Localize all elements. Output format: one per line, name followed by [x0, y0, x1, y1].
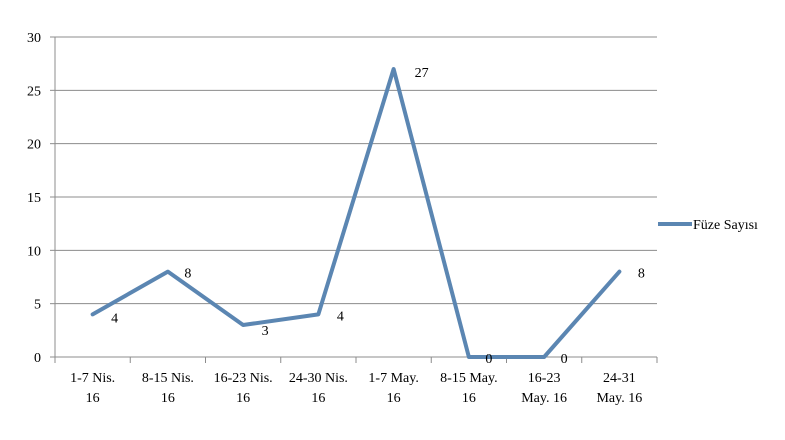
x-tick-label: 16: [236, 391, 250, 406]
x-tick-label: 1-7 May.: [368, 371, 418, 386]
legend: Füze Sayısı: [658, 218, 758, 233]
data-label: 8: [184, 267, 191, 282]
x-tick-label: 16-23 Nis.: [214, 371, 273, 386]
x-tick-label: 24-31: [603, 371, 636, 386]
x-tick-label: 16: [387, 391, 401, 406]
data-label: 0: [561, 352, 568, 367]
y-tick-label: 10: [27, 244, 41, 259]
series-line: [93, 69, 620, 357]
x-tick-label: 16-23: [528, 371, 561, 386]
x-tick-label: 8-15 Nis.: [142, 371, 194, 386]
x-tick-label: May. 16: [521, 391, 567, 406]
data-label: 4: [337, 309, 344, 324]
data-label: 4: [111, 311, 118, 326]
data-labels: 4 8 3 4 27 0 0 8: [111, 66, 645, 367]
legend-label: Füze Sayısı: [693, 218, 758, 233]
x-tick-label: 16: [161, 391, 175, 406]
x-tick-label: 8-15 May.: [440, 371, 497, 386]
data-label: 0: [485, 352, 492, 367]
x-tick-label: 16: [311, 391, 325, 406]
x-tick-label: May. 16: [596, 391, 642, 406]
data-label: 3: [262, 324, 269, 339]
y-tick-label: 20: [27, 138, 41, 153]
y-tick-label: 0: [34, 351, 41, 366]
y-axis-ticks: 0 5 10 15 20 25 30: [27, 31, 55, 366]
y-tick-label: 15: [27, 191, 41, 206]
y-tick-label: 25: [27, 84, 41, 99]
x-tick-label: 1-7 Nis.: [70, 371, 115, 386]
data-label: 8: [638, 267, 645, 282]
data-label: 27: [415, 66, 429, 81]
y-tick-label: 30: [27, 31, 41, 46]
x-tick-label: 16: [86, 391, 100, 406]
y-tick-label: 5: [34, 298, 41, 313]
x-tick-label: 16: [462, 391, 476, 406]
series-group: [93, 69, 620, 357]
x-tick-label: 24-30 Nis.: [289, 371, 348, 386]
